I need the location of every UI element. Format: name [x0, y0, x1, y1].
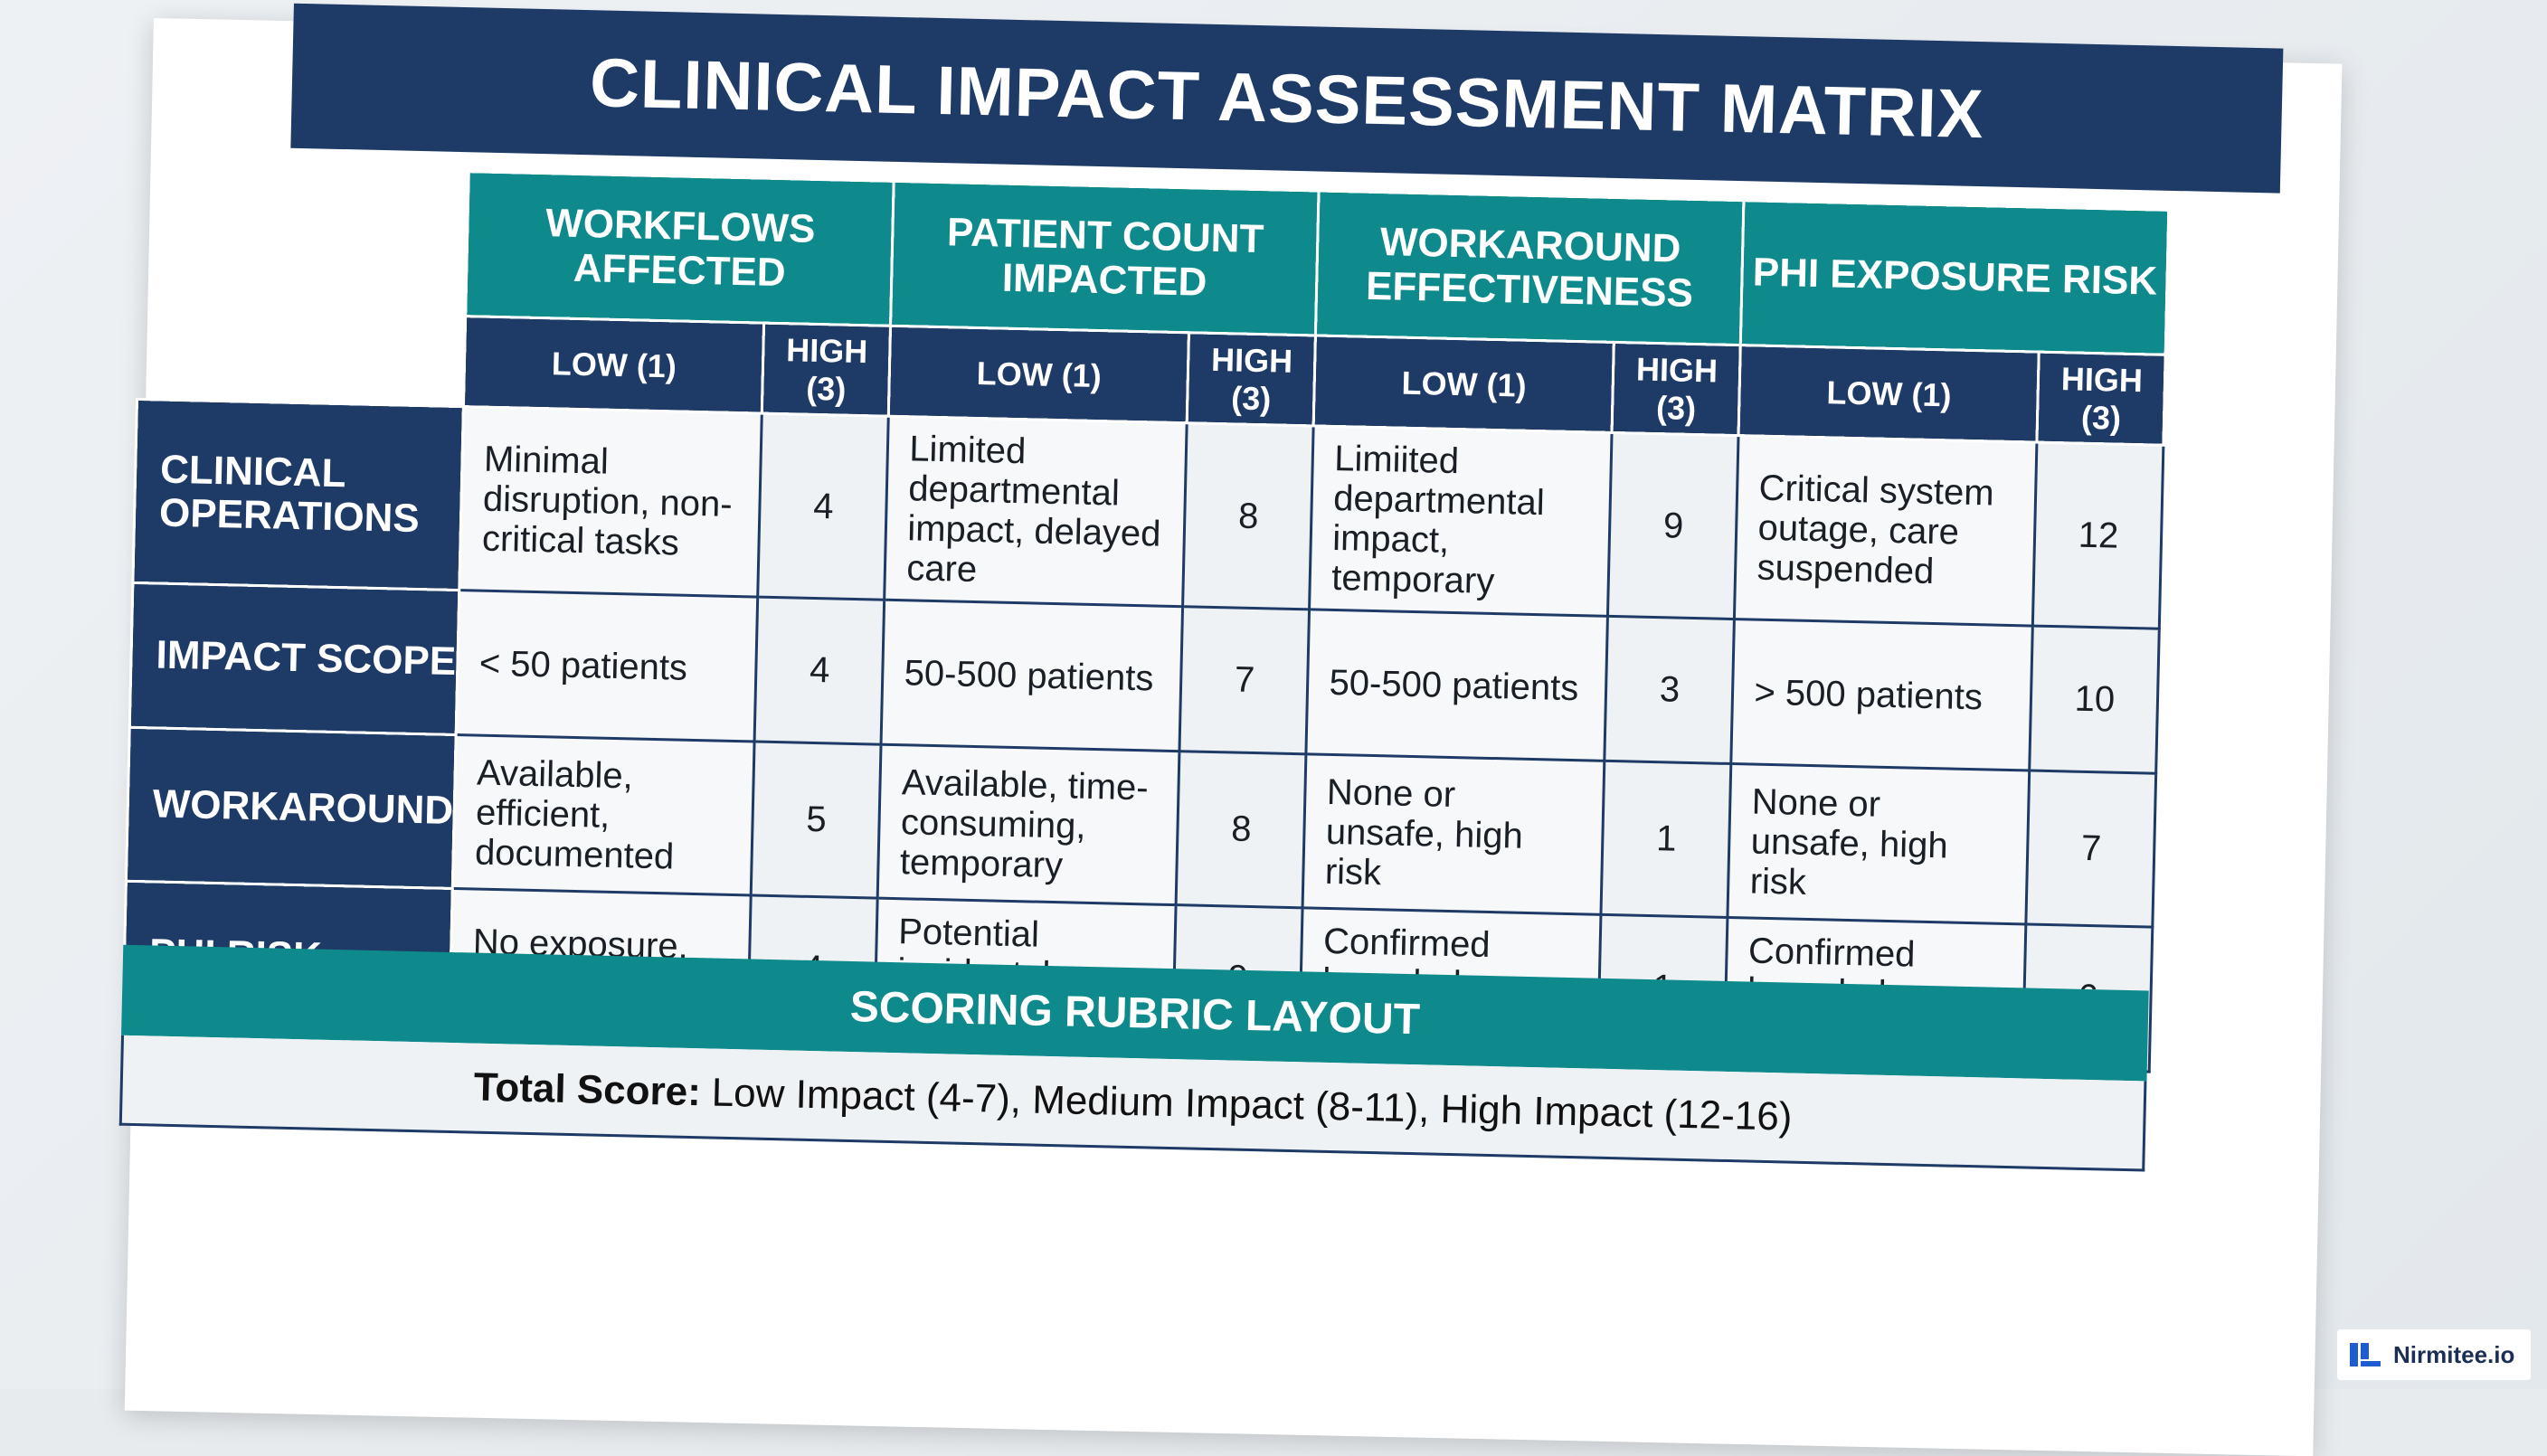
- brand-badge: Nirmitee.io: [2337, 1329, 2531, 1380]
- cell-score: 1: [1601, 761, 1732, 918]
- column-header-patient-count: PATIENT COUNT IMPACTED: [890, 181, 1320, 336]
- level-header-low: LOW (1): [888, 326, 1189, 423]
- level-header-high: HIGH (3): [1187, 332, 1316, 426]
- cell-score: 8: [1182, 422, 1314, 610]
- row-header-clinical-operations: CLINICAL OPERATIONS: [132, 399, 464, 591]
- cell-description: None or unsafe, high risk: [1302, 753, 1605, 915]
- cell-description: Limited departmental impact, delayed car…: [885, 416, 1188, 607]
- level-header-high: HIGH (3): [1612, 342, 1741, 436]
- level-header-high: HIGH (3): [2037, 352, 2166, 446]
- cell-description: Minimal disruption, non-critical tasks: [459, 406, 762, 598]
- cell-score: 12: [2032, 442, 2164, 629]
- level-header-high: HIGH (3): [762, 323, 891, 417]
- column-header-workaround: WORKAROUND EFFECTIVENESS: [1315, 191, 1745, 345]
- cell-score: 7: [1179, 606, 1310, 754]
- cell-description: Critical system outage, care suspended: [1734, 435, 2038, 627]
- row-header-impact-scope: IMPACT SCOPE: [129, 582, 460, 735]
- level-header-low: LOW (1): [1738, 345, 2040, 443]
- row-header-workaround: WORKAROUND: [126, 727, 457, 889]
- rubric-label: Total Score:: [473, 1064, 702, 1114]
- column-header-phi-exposure: PHI EXPOSURE RISK: [1740, 200, 2170, 355]
- cell-description: Available, efficient, documented: [452, 734, 755, 895]
- cell-description: > 500 patients: [1731, 619, 2033, 771]
- cell-score: 10: [2030, 626, 2160, 774]
- cell-description: < 50 patients: [456, 590, 759, 742]
- brand-name: Nirmitee.io: [2393, 1340, 2515, 1368]
- matrix-corner: [139, 164, 469, 316]
- cell-description: Limiited departmental impact, temporary: [1309, 425, 1613, 617]
- cell-score: 3: [1605, 616, 1735, 764]
- cell-score: 4: [758, 413, 889, 600]
- cell-description: 50-500 patients: [881, 600, 1183, 752]
- cell-score: 8: [1176, 751, 1307, 908]
- nirmitee-logo-icon: [2350, 1343, 2381, 1366]
- level-header-low: LOW (1): [463, 316, 764, 414]
- cell-score: 4: [754, 597, 885, 745]
- level-header-low: LOW (1): [1313, 335, 1614, 433]
- document-sheet: CLINICAL IMPACT ASSESSMENT MATRIX WORKFL…: [115, 0, 2342, 1370]
- matrix-corner: [137, 308, 466, 406]
- cell-description: 50-500 patients: [1306, 609, 1608, 761]
- assessment-matrix: WORKFLOWS AFFECTED PATIENT COUNT IMPACTE…: [121, 163, 2171, 1073]
- cell-score: 5: [751, 742, 882, 899]
- cell-description: Available, time-consuming, temporary: [877, 744, 1180, 905]
- rubric-text: Low Impact (4-7), Medium Impact (8-11), …: [711, 1070, 1793, 1139]
- column-header-workflows: WORKFLOWS AFFECTED: [466, 171, 895, 326]
- cell-score: 9: [1607, 432, 1739, 619]
- cell-description: None or unsafe, high risk: [1728, 763, 2031, 924]
- cell-score: 7: [2026, 771, 2157, 928]
- page-title: CLINICAL IMPACT ASSESSMENT MATRIX: [290, 3, 2284, 194]
